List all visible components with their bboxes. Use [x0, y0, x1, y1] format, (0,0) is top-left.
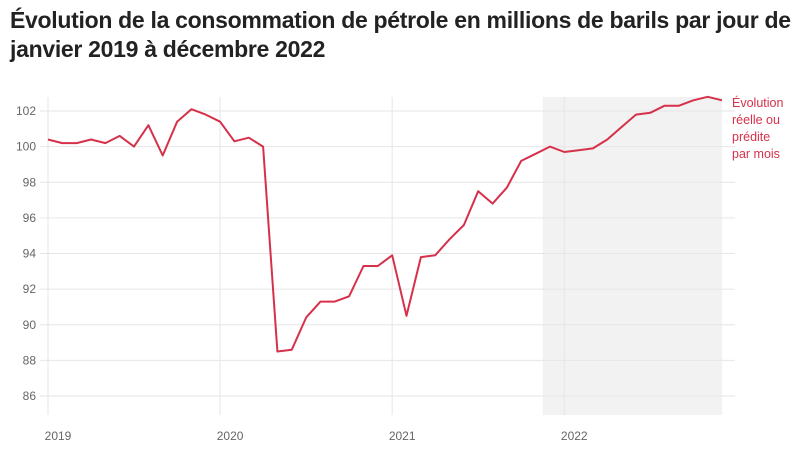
y-tick-label: 100: [16, 140, 36, 154]
y-tick-label: 96: [23, 211, 37, 225]
chart-title: Évolution de la consommation de pétrole …: [10, 7, 791, 62]
x-tick-label: 2021: [389, 429, 416, 443]
y-tick-label: 90: [23, 318, 37, 332]
y-tick-label: 88: [23, 353, 37, 367]
series-annotation-line: prédite: [732, 130, 770, 144]
series-annotation-line: par mois: [732, 147, 780, 161]
y-tick-label: 98: [23, 175, 37, 189]
x-tick-label: 2020: [217, 429, 244, 443]
y-tick-label: 86: [23, 389, 37, 403]
forecast-shaded-region: [542, 97, 722, 415]
series-line: [47, 95, 723, 353]
x-tick-label: 2022: [561, 429, 588, 443]
y-tick-label: 102: [16, 104, 36, 118]
y-tick-label: 92: [23, 282, 37, 296]
series-annotation-line: réelle ou: [732, 113, 780, 127]
series-annotation-line: Évolution: [732, 95, 783, 110]
x-tick-label: 2019: [45, 429, 72, 443]
y-tick-label: 94: [23, 247, 37, 261]
